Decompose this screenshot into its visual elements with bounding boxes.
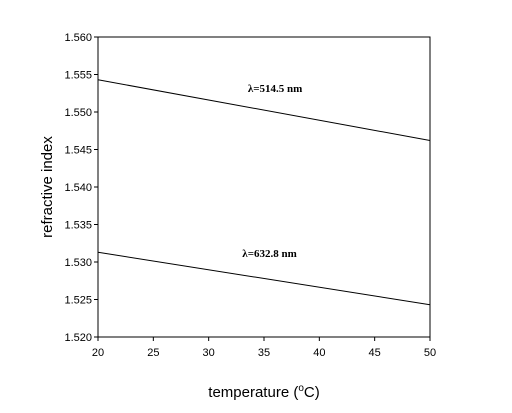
- series-line-0: [97, 79, 431, 141]
- y-tick-label: 1.560: [64, 32, 92, 44]
- series-label-0: λ=514.5 nm: [248, 83, 302, 95]
- x-tick-label: 25: [147, 347, 159, 359]
- x-axis-title-text: temperature (: [208, 384, 298, 401]
- x-axis-title-unit: C): [304, 384, 320, 401]
- y-axis-title: refractive index: [39, 136, 56, 238]
- y-tick-label: 1.530: [64, 257, 92, 269]
- series-line-1: [97, 251, 431, 306]
- x-tick-label: 45: [369, 347, 381, 359]
- y-tick-label: 1.535: [64, 220, 92, 232]
- x-tick-label: 20: [92, 347, 104, 359]
- x-tick-label: 40: [313, 347, 325, 359]
- x-tick-label: 35: [258, 347, 270, 359]
- series-layer: [97, 79, 431, 306]
- x-tick-label: 50: [424, 347, 436, 359]
- y-tick-label: 1.555: [64, 70, 92, 82]
- series-labels: λ=514.5 nm λ=632.8 nm: [242, 83, 302, 260]
- y-tick-label: 1.525: [64, 295, 92, 307]
- series-label-1: λ=632.8 nm: [242, 248, 296, 260]
- y-tick-label: 1.520: [64, 332, 92, 344]
- y-tick-label: 1.550: [64, 107, 92, 119]
- x-tick-label: 30: [203, 347, 215, 359]
- y-axis-ticks: 1.520 1.525 1.530 1.535 1.540 1.545 1.550 1.555…: [64, 32, 98, 344]
- y-tick-label: 1.545: [64, 145, 92, 157]
- y-tick-label: 1.540: [64, 182, 92, 194]
- x-axis-ticks: 20 25 30 35 40 45 50: [92, 337, 436, 359]
- x-axis-title: temperature (oC): [208, 383, 319, 401]
- x-axis-title-degree: o: [298, 383, 304, 394]
